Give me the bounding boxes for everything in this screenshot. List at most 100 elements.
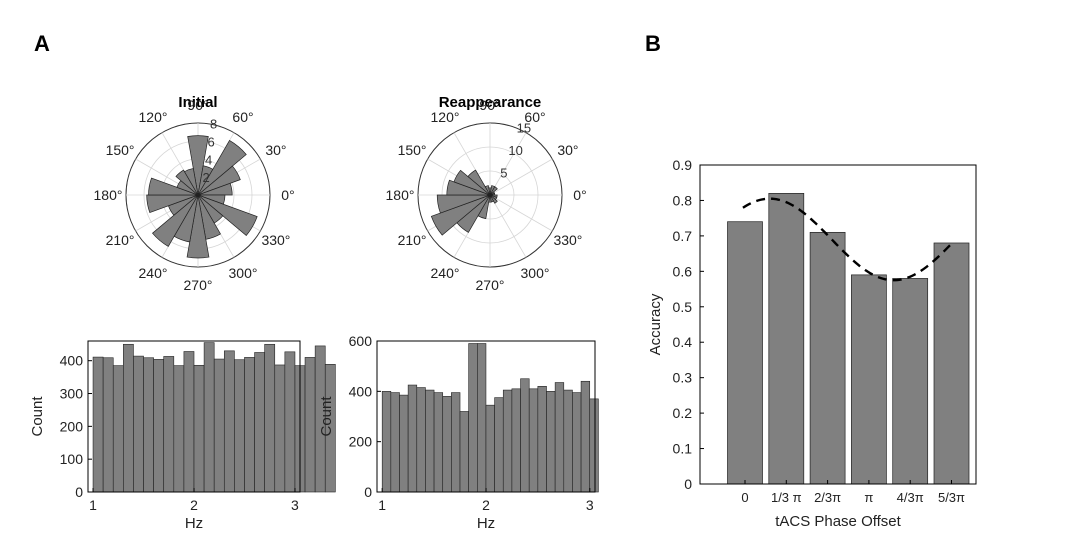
y-axis-label: Count bbox=[318, 396, 335, 437]
histogram-bar bbox=[502, 389, 513, 493]
rose-wedge bbox=[186, 194, 210, 259]
category-label: 1/3 π bbox=[771, 490, 802, 505]
histogram-bar bbox=[264, 343, 276, 493]
angle-label: 150° bbox=[398, 142, 427, 158]
y-tick-label: 300 bbox=[60, 386, 84, 402]
y-tick-label: 200 bbox=[349, 434, 373, 450]
accuracy-bar-chart: 0 0.1 0.2 0.3 0.4 0.5 0.6 0.7 0.8 0.9 0 1/3 π 2/3π π 4… bbox=[647, 157, 977, 530]
histogram-bar bbox=[284, 351, 296, 493]
rose-wedge bbox=[187, 135, 209, 196]
histogram-bar bbox=[244, 357, 255, 493]
histogram-bar bbox=[183, 351, 195, 493]
y-tick-label: 0.1 bbox=[673, 441, 693, 457]
histogram-bar bbox=[143, 357, 154, 493]
histogram-bar bbox=[193, 364, 205, 493]
histogram-bar bbox=[511, 388, 521, 493]
histogram-bar bbox=[416, 387, 426, 493]
rose-wedge bbox=[467, 169, 491, 196]
histogram-bar bbox=[477, 343, 487, 493]
radial-tick-label: 2 bbox=[203, 170, 210, 185]
histogram-bar bbox=[580, 380, 591, 493]
category-label: 5/3π bbox=[938, 490, 965, 505]
histogram-bar bbox=[433, 392, 444, 493]
histogram-bar bbox=[112, 365, 124, 493]
rose-wedge bbox=[146, 194, 199, 213]
angle-label: 90° bbox=[187, 97, 208, 113]
histogram-bar bbox=[459, 411, 469, 493]
x-axis-label: Hz bbox=[477, 515, 495, 532]
rose-wedge bbox=[489, 194, 498, 204]
histogram-bar bbox=[203, 342, 215, 493]
x-tick-label: 3 bbox=[586, 497, 594, 513]
angle-label: 270° bbox=[476, 277, 505, 293]
histogram-bar bbox=[563, 389, 573, 493]
angle-label: 120° bbox=[139, 109, 168, 125]
angle-label: 270° bbox=[184, 277, 213, 293]
polar-spoke bbox=[489, 132, 527, 196]
histogram-bar bbox=[123, 343, 134, 493]
histogram-bar bbox=[425, 389, 435, 493]
angle-label: 330° bbox=[553, 232, 582, 248]
rose-wedge bbox=[175, 169, 199, 196]
histogram-bar bbox=[546, 391, 556, 493]
y-tick-label: 400 bbox=[349, 383, 373, 399]
polar-title: Reappearance bbox=[439, 94, 542, 111]
histogram-bar bbox=[442, 396, 452, 493]
rose-wedge bbox=[152, 194, 199, 247]
x-axis-label: Hz bbox=[185, 515, 203, 532]
panel-label-b: B bbox=[645, 31, 661, 56]
histogram-bar bbox=[133, 355, 144, 493]
angle-label: 240° bbox=[431, 265, 460, 281]
histogram-bar bbox=[304, 357, 316, 493]
angle-label: 150° bbox=[106, 142, 135, 158]
x-axis-label: tACS Phase Offset bbox=[775, 513, 901, 530]
histogram-bar bbox=[153, 359, 165, 493]
angle-label: 300° bbox=[229, 265, 258, 281]
radial-tick-label: 5 bbox=[500, 165, 507, 180]
y-tick-label: 0 bbox=[364, 484, 372, 500]
angle-label: 180° bbox=[94, 187, 123, 203]
histogram-bar bbox=[520, 378, 530, 493]
histogram-bar bbox=[173, 365, 185, 493]
rose-wedge bbox=[489, 186, 498, 196]
polar-title: Initial bbox=[178, 94, 217, 111]
y-tick-label: 200 bbox=[60, 418, 84, 434]
angle-label: 90° bbox=[479, 97, 500, 113]
accuracy-bar bbox=[933, 242, 970, 485]
rose-wedge bbox=[197, 194, 258, 236]
histogram-bar bbox=[485, 404, 495, 493]
histogram-bar bbox=[468, 343, 478, 493]
y-tick-label: 100 bbox=[60, 451, 84, 467]
y-tick-label: 0.6 bbox=[673, 263, 693, 279]
histogram-reappearance: 0 200 400 600 1 2 3 Hz Count bbox=[318, 333, 599, 532]
angle-label: 300° bbox=[521, 265, 550, 281]
rose-wedge bbox=[197, 139, 247, 196]
accuracy-bar bbox=[892, 278, 929, 485]
histogram-bar bbox=[572, 392, 582, 493]
angle-label: 210° bbox=[398, 232, 427, 248]
y-tick-label: 0.5 bbox=[673, 299, 693, 315]
rose-wedge bbox=[453, 169, 491, 196]
y-tick-label: 0.8 bbox=[673, 192, 693, 208]
y-tick-label: 0 bbox=[684, 476, 692, 492]
histogram-bar bbox=[537, 385, 547, 493]
angle-label: 120° bbox=[431, 109, 460, 125]
y-tick-label: 0 bbox=[75, 484, 83, 500]
y-axis-label: Accuracy bbox=[647, 293, 664, 355]
rose-wedge bbox=[430, 194, 491, 236]
radial-tick-label: 4 bbox=[205, 152, 212, 167]
angle-label: 0° bbox=[573, 187, 586, 203]
rose-wedge bbox=[436, 194, 491, 214]
y-tick-label: 0.2 bbox=[673, 405, 693, 421]
x-tick-label: 2 bbox=[482, 497, 490, 513]
angle-label: 60° bbox=[232, 109, 253, 125]
y-tick-label: 0.7 bbox=[673, 228, 693, 244]
histogram-bar bbox=[589, 398, 599, 493]
histogram-bar bbox=[554, 382, 565, 493]
angle-label: 330° bbox=[261, 232, 290, 248]
y-axis-label: Count bbox=[29, 396, 46, 437]
y-tick-label: 400 bbox=[60, 353, 84, 369]
histogram-bar bbox=[213, 358, 225, 493]
y-tick-label: 600 bbox=[349, 333, 373, 349]
